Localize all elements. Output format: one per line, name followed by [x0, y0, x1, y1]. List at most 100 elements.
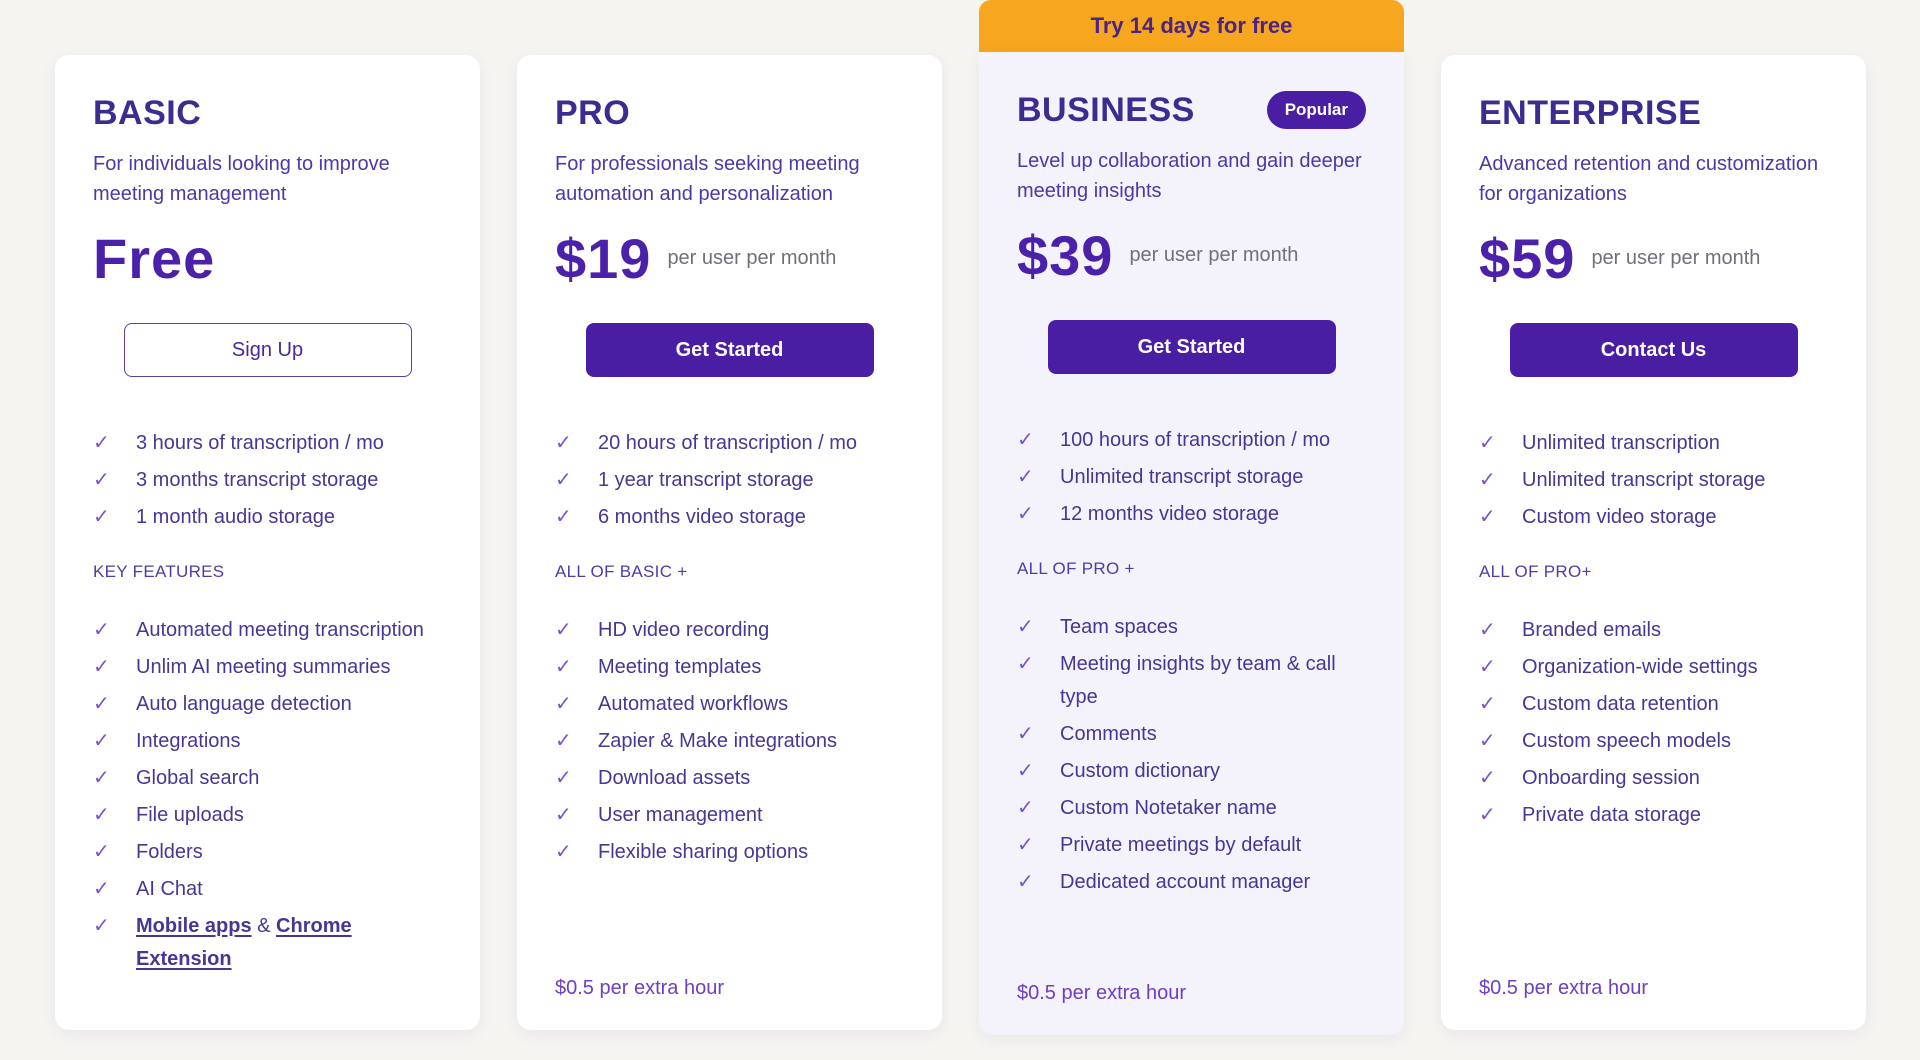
feature-item: ✓ Meeting insights by team & call type: [1017, 648, 1366, 714]
check-icon: ✓: [1017, 723, 1034, 745]
feature-label: Folders: [136, 841, 203, 863]
feature-label: 3 hours of transcription / mo: [136, 432, 384, 454]
plan-column-business: Try 14 days for free BUSINESS Popular Le…: [979, 0, 1404, 1035]
feature-label: Custom speech models: [1522, 730, 1731, 752]
feature-label: Flexible sharing options: [598, 841, 809, 863]
feature-item: ✓ Unlimited transcription: [1479, 427, 1828, 460]
feature-item: ✓ 1 month audio storage: [93, 501, 442, 534]
check-icon: ✓: [1017, 871, 1034, 893]
feature-item: ✓ Custom Notetaker name: [1017, 792, 1366, 825]
feature-item: ✓ 3 hours of transcription / mo: [93, 427, 442, 460]
sign-up-button[interactable]: Sign Up: [123, 323, 412, 377]
check-icon: ✓: [1017, 466, 1034, 488]
get-started-button[interactable]: Get Started: [1047, 320, 1336, 374]
feature-item: ✓ Private data storage: [1479, 799, 1828, 832]
feature-label: File uploads: [136, 804, 244, 826]
feature-item: ✓ 1 year transcript storage: [555, 464, 904, 497]
feature-item: ✓ 20 hours of transcription / mo: [555, 427, 904, 460]
feature-item: ✓ Zapier & Make integrations: [555, 725, 904, 758]
feature-label: Automated meeting transcription: [136, 619, 424, 641]
feature-label: Team spaces: [1060, 616, 1178, 638]
feature-label: 6 months video storage: [598, 506, 806, 528]
check-icon: ✓: [1479, 804, 1496, 826]
check-icon: ✓: [1479, 619, 1496, 641]
extra-hour-price: $0.5 per extra hour: [1479, 977, 1648, 999]
check-icon: ✓: [93, 804, 110, 826]
plan-price: Free: [93, 226, 216, 290]
check-icon: ✓: [555, 656, 572, 678]
mobile-apps-link[interactable]: Mobile apps: [136, 915, 252, 937]
feature-label: Dedicated account manager: [1060, 871, 1311, 893]
feature-item: ✓ File uploads: [93, 799, 442, 832]
feature-label: Unlimited transcription: [1522, 432, 1720, 454]
feature-label: Custom video storage: [1522, 506, 1717, 528]
feature-label: Integrations: [136, 730, 241, 752]
plan-description: For professionals seeking meeting automa…: [555, 153, 860, 205]
feature-label: 20 hours of transcription / mo: [598, 432, 858, 454]
price-row: $39 per user per month: [1017, 222, 1366, 288]
trial-banner: Try 14 days for free: [979, 0, 1404, 52]
feature-label: HD video recording: [598, 619, 770, 641]
price-row: Free: [93, 225, 442, 291]
plan-description: Advanced retention and customization for…: [1479, 153, 1819, 205]
chrome-extension-link[interactable]: Chrome Extension: [136, 915, 352, 970]
check-icon: ✓: [1479, 767, 1496, 789]
feature-item: ✓ HD video recording: [555, 614, 904, 647]
plan-price: $59: [1479, 226, 1576, 290]
feature-item: ✓ Comments: [1017, 718, 1366, 751]
key-features-list: ✓ Branded emails ✓ Organization-wide setti…: [1479, 614, 1828, 832]
section-label: ALL OF BASIC +: [555, 562, 688, 581]
feature-item: ✓ Custom speech models: [1479, 725, 1828, 758]
feature-label: Auto language detection: [136, 693, 352, 715]
top-features-list: ✓ Unlimited transcription ✓ Unlimited tran…: [1479, 427, 1828, 534]
feature-label: Custom data retention: [1522, 693, 1719, 715]
feature-item: ✓ Automated workflows: [555, 688, 904, 721]
check-icon: ✓: [93, 767, 110, 789]
check-icon: ✓: [1479, 506, 1496, 528]
plan-header: PRO: [555, 91, 904, 135]
feature-label: 1 year transcript storage: [598, 469, 814, 491]
price-suffix: per user per month: [667, 246, 837, 269]
feature-label: Meeting templates: [598, 656, 762, 678]
key-features-list: ✓ HD video recording ✓ Meeting templates ✓…: [555, 614, 904, 869]
price-row: $59 per user per month: [1479, 225, 1828, 291]
contact-us-button[interactable]: Contact Us: [1509, 323, 1798, 377]
feature-label: 100 hours of transcription / mo: [1060, 429, 1331, 451]
check-icon: ✓: [1017, 760, 1034, 782]
feature-item: ✓ Folders: [93, 836, 442, 869]
check-icon: ✓: [555, 841, 572, 863]
check-icon: ✓: [555, 730, 572, 752]
feature-item: ✓ Custom video storage: [1479, 501, 1828, 534]
feature-item: ✓ Organization-wide settings: [1479, 651, 1828, 684]
feature-label: 12 months video storage: [1060, 503, 1280, 525]
feature-label: Meeting insights by team & call type: [1060, 653, 1336, 708]
top-features-list: ✓ 100 hours of transcription / mo ✓ Unlimi…: [1017, 424, 1366, 531]
check-icon: ✓: [93, 656, 110, 678]
feature-label: Mobile apps & Chrome Extension: [136, 910, 442, 976]
check-icon: ✓: [1479, 656, 1496, 678]
plan-description: Level up collaboration and gain deeper m…: [1017, 150, 1362, 202]
price-row: $19 per user per month: [555, 225, 904, 291]
plan-title: PRO: [555, 93, 631, 132]
feature-label: 1 month audio storage: [136, 506, 336, 528]
plan-column-enterprise: ENTERPRISE Advanced retention and custom…: [1441, 55, 1866, 1030]
plan-price: $19: [555, 226, 652, 290]
feature-label: Download assets: [598, 767, 751, 789]
popular-badge: Popular: [1266, 91, 1366, 129]
get-started-button[interactable]: Get Started: [585, 323, 874, 377]
check-icon: ✓: [1479, 432, 1496, 454]
feature-label: Private data storage: [1522, 804, 1701, 826]
feature-label: Unlimited transcript storage: [1060, 466, 1304, 488]
check-icon: ✓: [93, 432, 110, 454]
feature-item: ✓ Team spaces: [1017, 611, 1366, 644]
plan-description: For individuals looking to improve meeti…: [93, 153, 390, 205]
check-icon: ✓: [1479, 469, 1496, 491]
feature-item: ✓ Download assets: [555, 762, 904, 795]
feature-item: ✓ Onboarding session: [1479, 762, 1828, 795]
feature-label: Global search: [136, 767, 260, 789]
feature-item: ✓ Meeting templates: [555, 651, 904, 684]
feature-item: ✓ 100 hours of transcription / mo: [1017, 424, 1366, 457]
section-label: ALL OF PRO +: [1017, 559, 1135, 578]
check-icon: ✓: [1479, 730, 1496, 752]
check-icon: ✓: [555, 506, 572, 528]
